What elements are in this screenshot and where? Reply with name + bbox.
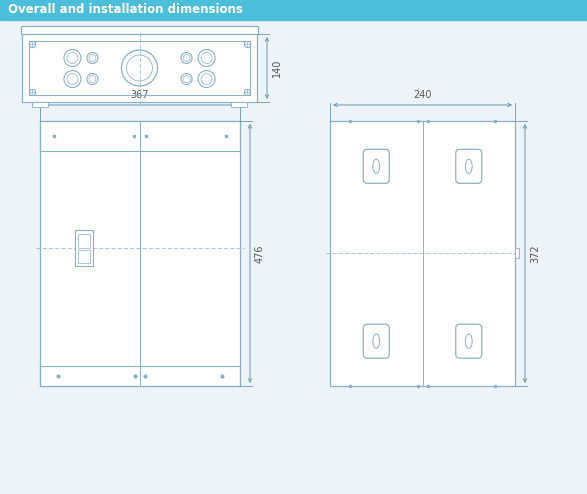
FancyBboxPatch shape <box>363 324 389 358</box>
Bar <box>231 102 247 107</box>
Bar <box>75 230 93 266</box>
FancyBboxPatch shape <box>363 149 389 183</box>
Text: 140: 140 <box>272 59 282 77</box>
Bar <box>40 366 240 386</box>
Text: 240: 240 <box>413 90 432 100</box>
Bar <box>40 121 240 386</box>
Bar <box>78 249 90 263</box>
Bar <box>21 26 258 34</box>
Bar <box>78 234 90 247</box>
Text: 476: 476 <box>255 244 265 263</box>
Text: Overall and installation dimensions: Overall and installation dimensions <box>8 3 243 16</box>
FancyBboxPatch shape <box>456 324 482 358</box>
Bar <box>32 102 48 107</box>
FancyBboxPatch shape <box>456 149 482 183</box>
Bar <box>22 34 257 102</box>
Bar <box>330 121 515 386</box>
Bar <box>0 0 587 20</box>
Bar <box>29 41 250 95</box>
Bar <box>40 121 240 151</box>
Text: 367: 367 <box>131 90 149 100</box>
Bar <box>515 248 519 258</box>
Text: 372: 372 <box>530 244 540 263</box>
